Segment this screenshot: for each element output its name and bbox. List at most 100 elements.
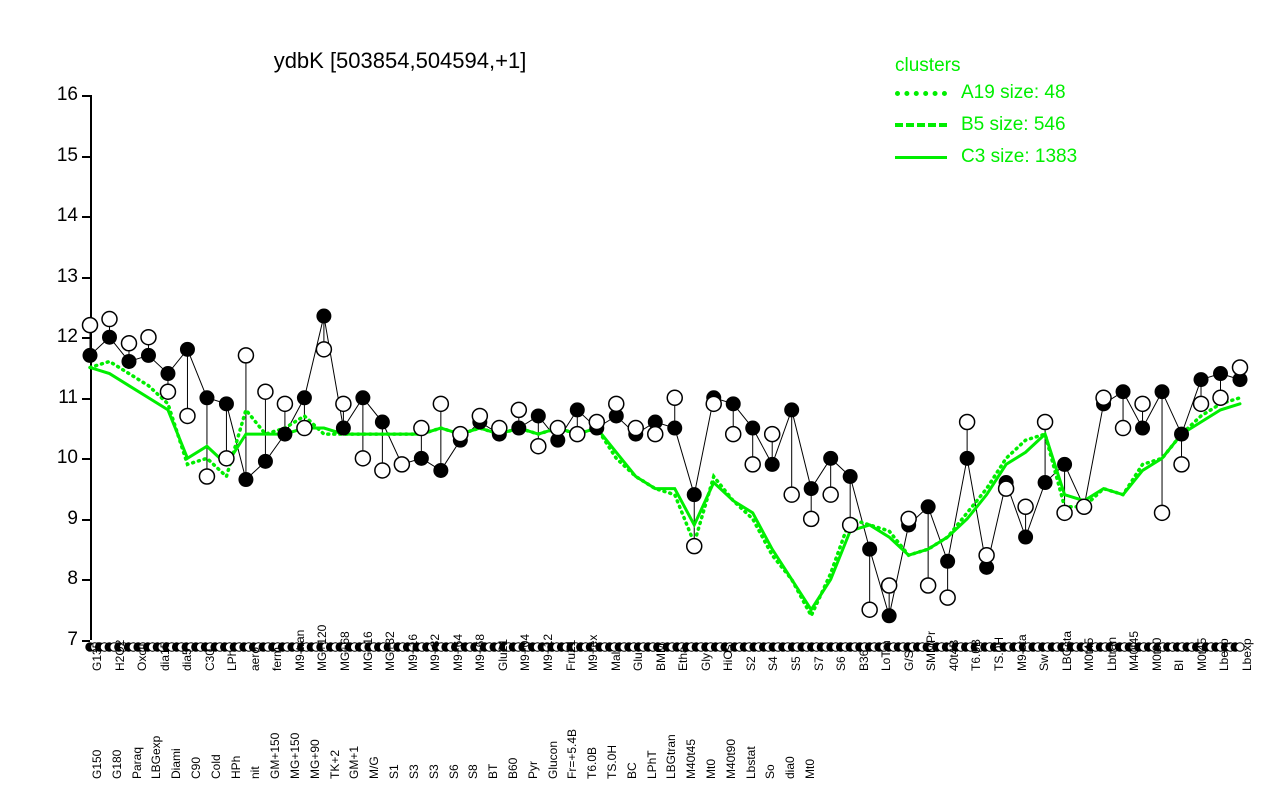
x-label-bottom-17: S3: [427, 764, 441, 779]
white-open-point-26: [589, 415, 604, 430]
y-axis-label-8: 8: [48, 568, 78, 590]
y-axis-tick-12: [82, 337, 90, 339]
x-label-bottom-24: Fr=+5.4B: [565, 729, 579, 779]
white-open-point-36: [784, 487, 799, 502]
x-label-bottom-34: So: [763, 764, 777, 779]
black-filled-point-8: [238, 472, 253, 487]
white-open-point-30: [667, 390, 682, 405]
black-filled-point-50: [1057, 457, 1072, 472]
y-axis-label-9: 9: [48, 508, 78, 530]
x-label-bottom-16: S3: [407, 764, 421, 779]
white-open-point-41: [882, 578, 897, 593]
black-filled-point-10: [277, 427, 292, 442]
white-open-point-54: [1135, 396, 1150, 411]
white-open-point-32: [706, 396, 721, 411]
x-label-bottom-20: BT: [486, 764, 500, 779]
black-filled-point-54: [1135, 421, 1150, 436]
white-open-point-59: [1233, 360, 1248, 375]
black-filled-point-30: [667, 421, 682, 436]
black-filled-point-36: [784, 402, 799, 417]
black-filled-point-22: [511, 421, 526, 436]
white-open-point-51: [1077, 499, 1092, 514]
black-filled-point-5: [180, 342, 195, 357]
white-open-point-21: [492, 421, 507, 436]
x-label-bottom-18: S6: [447, 764, 461, 779]
x-label-bottom-29: LBGtran: [664, 734, 678, 779]
white-open-point-4: [160, 384, 175, 399]
x-label-bottom-13: GM+1: [347, 746, 361, 779]
white-open-point-11: [297, 421, 312, 436]
white-open-point-7: [219, 451, 234, 466]
white-open-point-57: [1194, 396, 1209, 411]
white-open-point-2: [121, 336, 136, 351]
x-label-bottom-26: TS.0H: [605, 745, 619, 779]
y-axis-tick-10: [82, 458, 90, 460]
x-label-bottom-2: Paraq: [130, 747, 144, 779]
white-open-point-53: [1116, 421, 1131, 436]
x-label-bottom-32: M40t90: [724, 739, 738, 779]
white-open-point-31: [687, 539, 702, 554]
white-open-point-39: [843, 517, 858, 532]
black-filled-point-40: [862, 542, 877, 557]
white-open-point-28: [628, 421, 643, 436]
white-open-point-22: [511, 402, 526, 417]
white-open-point-5: [180, 408, 195, 423]
black-filled-point-15: [375, 415, 390, 430]
white-open-point-1: [102, 312, 117, 327]
black-filled-point-23: [531, 408, 546, 423]
x-label-bottom-12: TK+2: [328, 750, 342, 779]
white-open-point-27: [609, 396, 624, 411]
black-filled-point-2: [121, 354, 136, 369]
white-open-point-38: [823, 487, 838, 502]
white-open-point-50: [1057, 505, 1072, 520]
white-open-point-46: [979, 548, 994, 563]
x-label-bottom-19: S8: [466, 764, 480, 779]
white-open-point-8: [238, 348, 253, 363]
y-axis-tick-16: [82, 95, 90, 97]
black-filled-point-53: [1116, 384, 1131, 399]
white-open-point-10: [277, 396, 292, 411]
x-label-bottom-9: GM+150: [268, 733, 282, 779]
white-open-point-17: [414, 421, 429, 436]
x-label-bottom-0: G150: [90, 750, 104, 779]
white-open-point-13: [336, 396, 351, 411]
black-filled-point-39: [843, 469, 858, 484]
black-filled-point-43: [921, 499, 936, 514]
x-label-bottom-27: BC: [625, 762, 639, 779]
x-label-bottom-36: Mt0: [803, 759, 817, 779]
x-label-bottom-35: dia0: [783, 756, 797, 779]
y-axis-label-12: 12: [48, 326, 78, 348]
white-open-point-19: [453, 427, 468, 442]
white-open-point-20: [472, 408, 487, 423]
black-filled-point-31: [687, 487, 702, 502]
white-open-point-49: [1038, 415, 1053, 430]
plot-area: 7 8 9 10 11 12 13 14 15 16 G135 H2O2 Oxctl dia15 dia5…: [90, 95, 1240, 640]
data-series-svg: [90, 95, 1240, 640]
x-label-bottom-7: HPh: [229, 756, 243, 779]
white-open-point-35: [765, 427, 780, 442]
data-point-markers: [83, 309, 1248, 624]
black-filled-point-37: [804, 481, 819, 496]
x-label-bottom-23: Glucon: [546, 741, 560, 779]
black-filled-point-38: [823, 451, 838, 466]
black-filled-point-55: [1155, 384, 1170, 399]
white-open-point-56: [1174, 457, 1189, 472]
x-label-bottom-8: nit: [248, 766, 262, 779]
white-open-point-0: [83, 318, 98, 333]
white-open-point-29: [648, 427, 663, 442]
x-label-bottom-14: M/G: [367, 756, 381, 779]
white-open-point-43: [921, 578, 936, 593]
x-label-bottom-4: Diami: [169, 748, 183, 779]
y-axis-label-7: 7: [48, 629, 78, 651]
x-label-bottom-28: LPhT: [645, 750, 659, 779]
y-axis-tick-14: [82, 216, 90, 218]
black-filled-point-3: [141, 348, 156, 363]
black-filled-point-11: [297, 390, 312, 405]
black-filled-point-1: [102, 330, 117, 345]
x-label-top-51: Lbexp: [1240, 638, 1254, 671]
x-label-bottom-30: M40t45: [684, 739, 698, 779]
chart-title: ydbK [503854,504594,+1]: [0, 48, 800, 74]
white-open-point-12: [316, 342, 331, 357]
y-axis-label-16: 16: [48, 84, 78, 106]
x-label-bottom-22: Pyr: [526, 761, 540, 779]
